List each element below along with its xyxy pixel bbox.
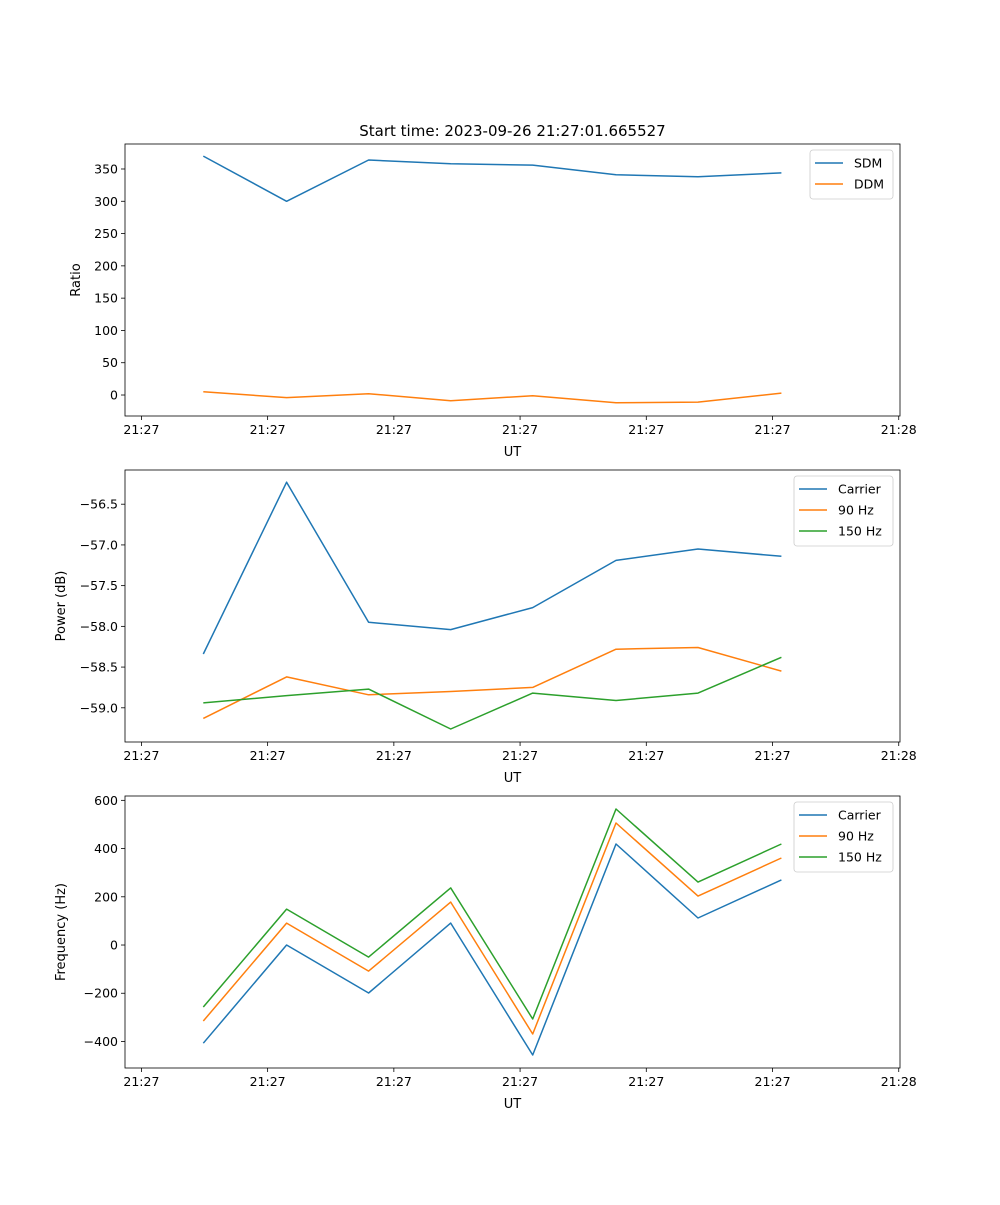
y-tick-label: 50 <box>102 355 118 370</box>
axes-frame <box>125 796 900 1068</box>
series-line-90-hz <box>203 823 781 1034</box>
legend-label: 90 Hz <box>838 829 874 844</box>
x-tick-label: 21:27 <box>250 422 286 437</box>
legend-label: 150 Hz <box>838 850 882 865</box>
x-tick-label: 21:27 <box>123 422 159 437</box>
y-tick-label: 600 <box>94 793 118 808</box>
y-tick-label: −57.0 <box>80 537 118 552</box>
x-tick-label: 21:27 <box>755 1074 791 1089</box>
y-tick-label: 0 <box>110 938 118 953</box>
x-tick-label: 21:28 <box>881 422 917 437</box>
series-line-carrier <box>203 482 781 654</box>
series-line-150-hz <box>203 657 781 729</box>
axes-2: 21:27 21:27 21:27 21:27 21:27 21:27 21:28 −400 −… <box>54 793 917 1112</box>
y-tick-label: −200 <box>84 986 118 1001</box>
legend-label: Carrier <box>838 808 882 823</box>
chart-title: Start time: 2023-09-26 21:27:01.665527 <box>359 122 665 140</box>
y-tick-label: 200 <box>94 258 118 273</box>
x-tick-label: 21:27 <box>250 748 286 763</box>
x-tick-label: 21:27 <box>376 1074 412 1089</box>
axes-0: 21:27 21:27 21:27 21:27 21:27 21:27 21:28 0 50 10… <box>69 144 917 460</box>
y-axis-label: Frequency (Hz) <box>54 883 69 981</box>
y-tick-label: 200 <box>94 889 118 904</box>
y-tick-label: −56.5 <box>80 497 118 512</box>
legend: Carrier 90 Hz 150 Hz <box>794 802 893 872</box>
y-tick-label: −59.0 <box>80 700 118 715</box>
y-tick-label: −57.5 <box>80 578 118 593</box>
y-tick-label: −400 <box>84 1034 118 1049</box>
x-tick-label: 21:27 <box>755 422 791 437</box>
x-tick-label: 21:27 <box>755 748 791 763</box>
x-tick-label: 21:27 <box>123 748 159 763</box>
legend-label: 150 Hz <box>838 524 882 539</box>
y-tick-label: 150 <box>94 291 118 306</box>
series-line-ddm <box>203 392 781 403</box>
y-tick-label: 100 <box>94 323 118 338</box>
y-tick-label: −58.5 <box>80 660 118 675</box>
x-tick-label: 21:27 <box>502 1074 538 1089</box>
x-tick-label: 21:27 <box>123 1074 159 1089</box>
legend-label: Carrier <box>838 482 882 497</box>
x-tick-label: 21:27 <box>250 1074 286 1089</box>
series-line-carrier <box>203 844 781 1055</box>
x-tick-label: 21:27 <box>376 422 412 437</box>
series-line-sdm <box>203 156 781 201</box>
x-tick-label: 21:27 <box>628 748 664 763</box>
y-axis-label: Power (dB) <box>54 571 69 642</box>
y-tick-label: 0 <box>110 388 118 403</box>
series-line-90-hz <box>203 648 781 719</box>
legend-label: SDM <box>854 156 882 171</box>
x-tick-label: 21:27 <box>502 748 538 763</box>
x-tick-label: 21:27 <box>502 422 538 437</box>
y-tick-label: 350 <box>94 161 118 176</box>
x-tick-label: 21:27 <box>628 422 664 437</box>
y-tick-label: 400 <box>94 841 118 856</box>
y-tick-label: 250 <box>94 226 118 241</box>
axes-frame <box>125 144 900 416</box>
legend-label: 90 Hz <box>838 503 874 518</box>
x-tick-label: 21:28 <box>881 1074 917 1089</box>
y-tick-label: 300 <box>94 194 118 209</box>
y-tick-label: −58.0 <box>80 619 118 634</box>
x-tick-label: 21:28 <box>881 748 917 763</box>
x-tick-label: 21:27 <box>376 748 412 763</box>
legend: Carrier 90 Hz 150 Hz <box>794 476 893 546</box>
axes-1: 21:27 21:27 21:27 21:27 21:27 21:27 21:28 −59.0… <box>54 470 917 786</box>
x-axis-label: UT <box>504 771 522 786</box>
x-axis-label: UT <box>504 1097 522 1112</box>
legend: SDM DDM <box>810 150 893 199</box>
legend-label: DDM <box>854 177 884 192</box>
y-axis-label: Ratio <box>69 263 84 296</box>
x-tick-label: 21:27 <box>628 1074 664 1089</box>
x-axis-label: UT <box>504 445 522 460</box>
